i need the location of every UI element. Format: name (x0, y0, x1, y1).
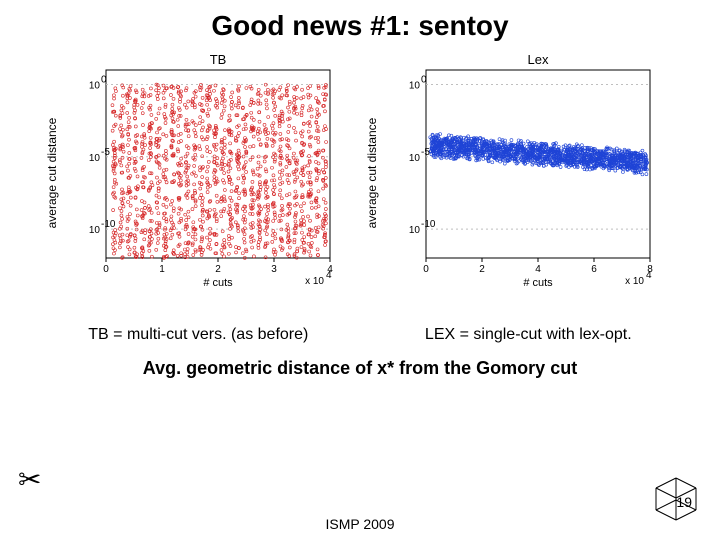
svg-text:10: 10 (89, 80, 101, 91)
svg-text:# cuts: # cuts (203, 277, 233, 289)
svg-text:-10: -10 (101, 219, 116, 230)
svg-text:4: 4 (326, 270, 332, 281)
chart-lex: 10010-510-1002468Lex# cutsx 104 (380, 48, 660, 298)
svg-text:6: 6 (591, 264, 597, 275)
svg-text:0: 0 (423, 264, 429, 275)
svg-text:3: 3 (271, 264, 277, 275)
svg-text:10: 10 (409, 225, 421, 236)
page-number: 19 (676, 494, 692, 510)
captions-row: TB = multi-cut vers. (as before) LEX = s… (0, 316, 720, 344)
svg-text:2: 2 (215, 264, 221, 275)
svg-text:-5: -5 (421, 147, 430, 158)
svg-text:4: 4 (646, 270, 652, 281)
svg-text:-5: -5 (101, 147, 110, 158)
svg-text:4: 4 (535, 264, 541, 275)
svg-text:Lex: Lex (528, 52, 549, 67)
charts-row: average cut distance 10010-510-1001234TB… (0, 48, 720, 298)
svg-text:TB: TB (210, 52, 227, 67)
svg-text:x 10: x 10 (625, 276, 644, 287)
slide-title: Good news #1: sentoy (0, 0, 720, 42)
caption-right: LEX = single-cut with lex-opt. (425, 326, 632, 344)
svg-text:10: 10 (409, 80, 421, 91)
bottom-line: Avg. geometric distance of x* from the G… (0, 358, 720, 379)
svg-text:# cuts: # cuts (523, 277, 553, 289)
svg-text:10: 10 (89, 225, 101, 236)
svg-text:10: 10 (409, 153, 421, 164)
ylabel-lex: average cut distance (365, 118, 379, 229)
scissors-icon: ✂ (18, 463, 41, 496)
svg-text:2: 2 (479, 264, 485, 275)
chart-tb-container: average cut distance 10010-510-1001234TB… (60, 48, 340, 298)
svg-text:-10: -10 (421, 219, 436, 230)
chart-lex-container: average cut distance 10010-510-1002468Le… (380, 48, 660, 298)
svg-text:x 10: x 10 (305, 276, 324, 287)
caption-left: TB = multi-cut vers. (as before) (88, 326, 308, 344)
chart-tb: 10010-510-1001234TB# cutsx 104 (60, 48, 340, 298)
svg-text:1: 1 (159, 264, 165, 275)
footer: ISMP 2009 (0, 516, 720, 532)
svg-text:0: 0 (421, 74, 427, 85)
svg-text:0: 0 (103, 264, 109, 275)
svg-text:10: 10 (89, 153, 101, 164)
ylabel-tb: average cut distance (45, 118, 59, 229)
svg-text:0: 0 (101, 74, 107, 85)
